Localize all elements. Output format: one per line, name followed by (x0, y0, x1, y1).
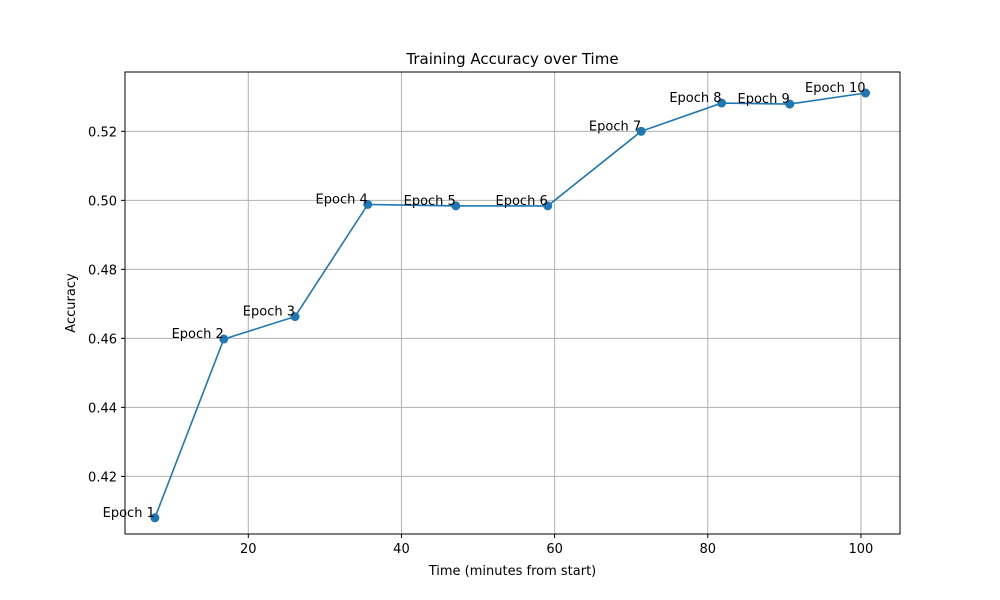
data-point-label: Epoch 1 (103, 506, 155, 521)
data-point (219, 334, 229, 344)
y-tick-label: 0.46 (88, 332, 117, 347)
data-point (150, 513, 160, 523)
data-point-label: Epoch 4 (316, 192, 368, 207)
y-tick-label: 0.50 (88, 194, 117, 209)
data-point (543, 201, 553, 211)
y-tick-label: 0.44 (88, 401, 117, 416)
y-tick-label: 0.42 (88, 470, 117, 485)
x-tick-label: 20 (240, 542, 257, 557)
axis-ticks: 20 40 60 80 100 0.42 0.44 0.46 0.48 0.50 0.52 (88, 125, 873, 557)
data-point-label: Epoch 7 (589, 119, 641, 134)
data-point-label: Epoch 9 (738, 92, 790, 107)
y-axis-label: Accuracy (64, 273, 79, 333)
axes-frame (124, 71, 901, 535)
data-point (785, 99, 795, 109)
data-point-label: Epoch 8 (669, 91, 721, 106)
data-point-label: Epoch 6 (496, 194, 548, 209)
y-tick-label: 0.52 (88, 125, 117, 140)
x-tick-label: 60 (546, 542, 563, 557)
x-tick-label: 80 (700, 542, 717, 557)
data-point-label: Epoch 10 (805, 81, 865, 96)
x-tick-label: 100 (849, 542, 874, 557)
data-point (290, 312, 300, 322)
data-point-label: Epoch 5 (404, 194, 456, 209)
y-tick-label: 0.48 (88, 263, 117, 278)
data-point (636, 126, 646, 136)
data-point-label: Epoch 2 (172, 327, 224, 342)
x-tick-label: 40 (393, 542, 410, 557)
data-point (717, 98, 727, 108)
chart-title: Training Accuracy over Time (405, 50, 618, 68)
data-point-label: Epoch 3 (243, 305, 295, 320)
data-point (363, 199, 373, 209)
series-line (154, 92, 866, 519)
x-axis-label: Time (minutes from start) (428, 564, 597, 579)
series-accuracy (150, 88, 871, 523)
data-point (451, 201, 461, 211)
grid (125, 72, 900, 534)
data-point (861, 88, 871, 98)
point-labels: Epoch 1 Epoch 2 Epoch 3 Epoch 4 Epoch 5 Epoch… (103, 81, 866, 521)
